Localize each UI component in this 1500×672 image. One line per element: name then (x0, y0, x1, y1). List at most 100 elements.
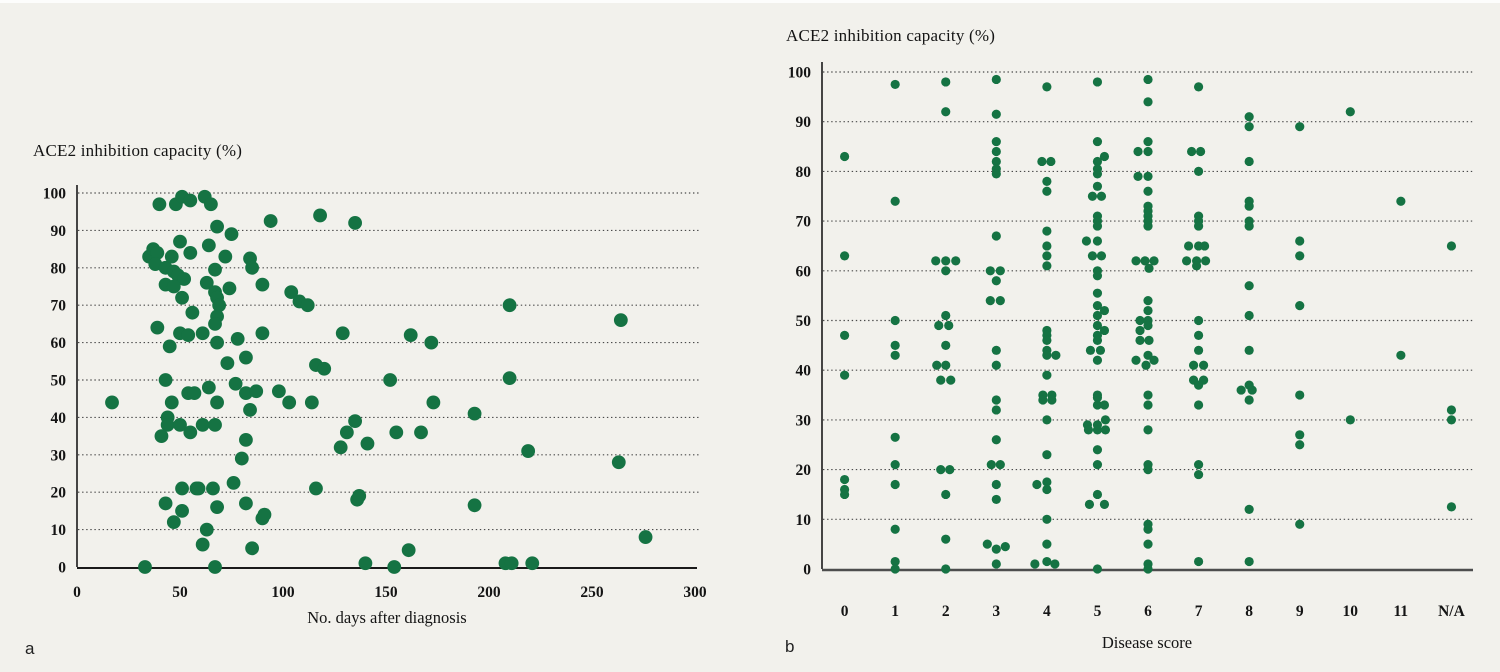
data-point (991, 435, 1001, 445)
data-point (1143, 186, 1153, 196)
data-point (1096, 191, 1107, 201)
data-point (1244, 504, 1254, 514)
data-point (941, 489, 951, 500)
data-point (183, 425, 198, 440)
data-point (191, 481, 206, 496)
data-point (1131, 256, 1141, 266)
data-point (181, 328, 196, 343)
data-point (1143, 524, 1153, 534)
data-point (467, 498, 482, 513)
data-point (890, 432, 900, 442)
data-point (1038, 395, 1048, 405)
data-point (187, 386, 202, 400)
data-point (212, 298, 227, 313)
data-point (1042, 556, 1052, 567)
data-point (1143, 296, 1153, 306)
data-point (1143, 465, 1153, 475)
data-point (991, 136, 1001, 147)
data-point (890, 524, 900, 534)
data-point (1143, 400, 1153, 410)
panel-a-letter: a (25, 639, 35, 658)
data-point (985, 296, 995, 306)
data-point (1092, 489, 1103, 500)
data-point (991, 109, 1001, 119)
data-point (1100, 415, 1111, 425)
data-point (1087, 191, 1098, 201)
data-point (1149, 355, 1159, 365)
y-tick-label-a-30: 30 (51, 447, 67, 464)
data-point (383, 373, 398, 387)
data-point (387, 560, 402, 574)
data-point (1295, 300, 1305, 311)
data-point (1236, 385, 1246, 395)
panel-b-x-axis-label: Disease score (1101, 633, 1193, 652)
y-tick-label-a-50: 50 (51, 373, 67, 390)
data-point (105, 395, 119, 410)
data-point (210, 395, 224, 410)
data-point (1135, 315, 1145, 326)
data-point (1099, 499, 1110, 509)
data-point (1131, 355, 1141, 365)
data-point (1144, 263, 1154, 273)
data-point (936, 375, 946, 385)
data-point (991, 405, 1001, 415)
data-point (467, 406, 482, 421)
data-point (1295, 390, 1305, 400)
y-tick-label-a-100: 100 (43, 186, 67, 203)
data-point (1143, 171, 1153, 181)
data-point (1193, 460, 1204, 470)
data-point (991, 395, 1001, 405)
data-point (1244, 156, 1254, 167)
data-point (1087, 251, 1098, 261)
data-point (1345, 107, 1355, 117)
data-point (249, 384, 264, 399)
data-point (890, 350, 900, 360)
data-point (138, 560, 152, 574)
data-point (1244, 112, 1254, 122)
data-point (218, 249, 233, 264)
x-tick-label-a-150: 150 (374, 584, 398, 601)
data-point (1050, 559, 1060, 569)
data-point (208, 262, 222, 277)
data-point (1193, 400, 1204, 410)
y-tick-label-b-70: 70 (796, 214, 812, 231)
data-point (358, 556, 373, 571)
x-tick-label-a-200: 200 (477, 584, 501, 601)
x-tick-label-b-6: 6 (1144, 603, 1152, 620)
x-tick-label-a-0: 0 (73, 584, 81, 601)
data-point (991, 156, 1001, 167)
data-point (230, 331, 245, 346)
data-point (185, 305, 200, 320)
data-point (1100, 425, 1111, 435)
data-point (991, 544, 1001, 554)
data-point (1193, 166, 1204, 176)
data-point (239, 350, 253, 365)
data-point (160, 417, 175, 432)
y-tick-label-b-60: 60 (796, 263, 812, 280)
data-point (995, 460, 1005, 470)
data-point (158, 496, 173, 511)
data-point (208, 560, 222, 574)
x-tick-label-b-9: 9 (1296, 603, 1304, 620)
data-point (1092, 77, 1103, 87)
data-point (1042, 539, 1052, 549)
data-point (890, 479, 900, 490)
data-point (1042, 241, 1052, 251)
data-point (1396, 196, 1406, 206)
data-point (164, 395, 179, 410)
y-tick-label-b-100: 100 (788, 65, 812, 82)
data-point (1042, 186, 1052, 196)
data-point (239, 496, 253, 511)
data-point (1143, 425, 1153, 435)
data-point (1099, 400, 1110, 410)
data-point (991, 360, 1001, 370)
x-tick-label-b-2: 2 (942, 603, 950, 620)
data-point (1042, 176, 1052, 186)
data-point (504, 556, 519, 571)
data-point (333, 440, 348, 455)
data-point (208, 317, 222, 331)
y-tick-label-a-10: 10 (51, 522, 67, 539)
data-point (991, 345, 1001, 355)
data-point (502, 371, 517, 386)
